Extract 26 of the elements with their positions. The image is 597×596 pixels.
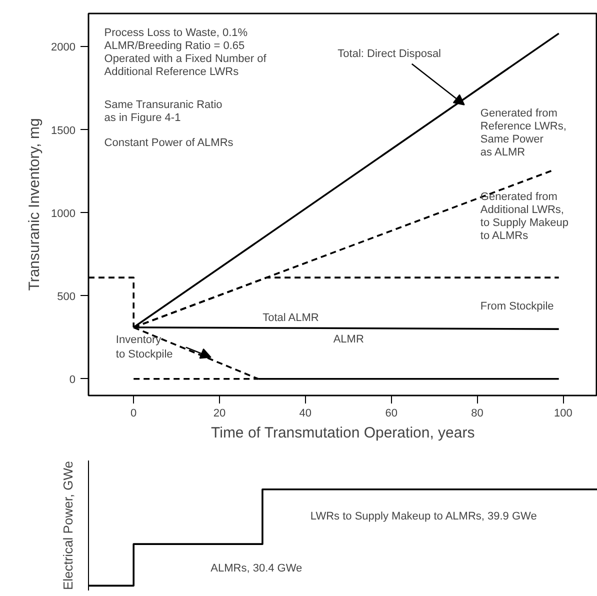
x-tick-label: 80 (471, 408, 484, 420)
y-axis-title: Electrical Power, GWe (60, 460, 76, 590)
annotation: ALMR (333, 334, 364, 346)
x-tick-label: 0 (130, 408, 137, 420)
annotation: Process Loss to Waste, 0.1% ALMR/Breeding Ratio = 0.65 Operated with a Fixed Number of Additional Reference LWRs (104, 26, 268, 78)
annotation: Inventory to Stockpile (116, 334, 173, 360)
annotation: Constant Power of ALMRs (104, 136, 234, 149)
y-tick-label: 1500 (51, 124, 76, 137)
annotation: Generated from Reference LWRs, Same Power as ALMR (480, 107, 566, 158)
annotation: Same Transuranic Ratio as in Figure 4-1 (104, 99, 222, 124)
annotation: Total ALMR (262, 312, 319, 324)
annotation: ALMRs, 30.4 GWe (210, 562, 302, 575)
x-tick-label: 40 (299, 408, 312, 420)
y-axis-title: Transuranic Inventory, mg (26, 118, 44, 291)
x-tick-label: 20 (213, 408, 226, 420)
annotation: From Stockpile (480, 300, 554, 312)
x-tick-label: 100 (554, 408, 572, 420)
y-tick-label: 0 (69, 374, 76, 386)
y-tick-label: 1000 (51, 208, 76, 220)
annotation: LWRs to Supply Makeup to ALMRs, 39.9 GWe (310, 510, 537, 523)
x-tick-label: 60 (385, 408, 398, 420)
annotation: Generated from Additional LWRs, to Supply Makeup to ALMRs (480, 191, 568, 242)
y-tick-label: 2000 (51, 42, 76, 54)
x-axis-title: Time of Transmutation Operation, years (211, 424, 475, 442)
y-tick-label: 500 (57, 290, 76, 303)
annotation: Total: Direct Disposal (338, 48, 442, 60)
